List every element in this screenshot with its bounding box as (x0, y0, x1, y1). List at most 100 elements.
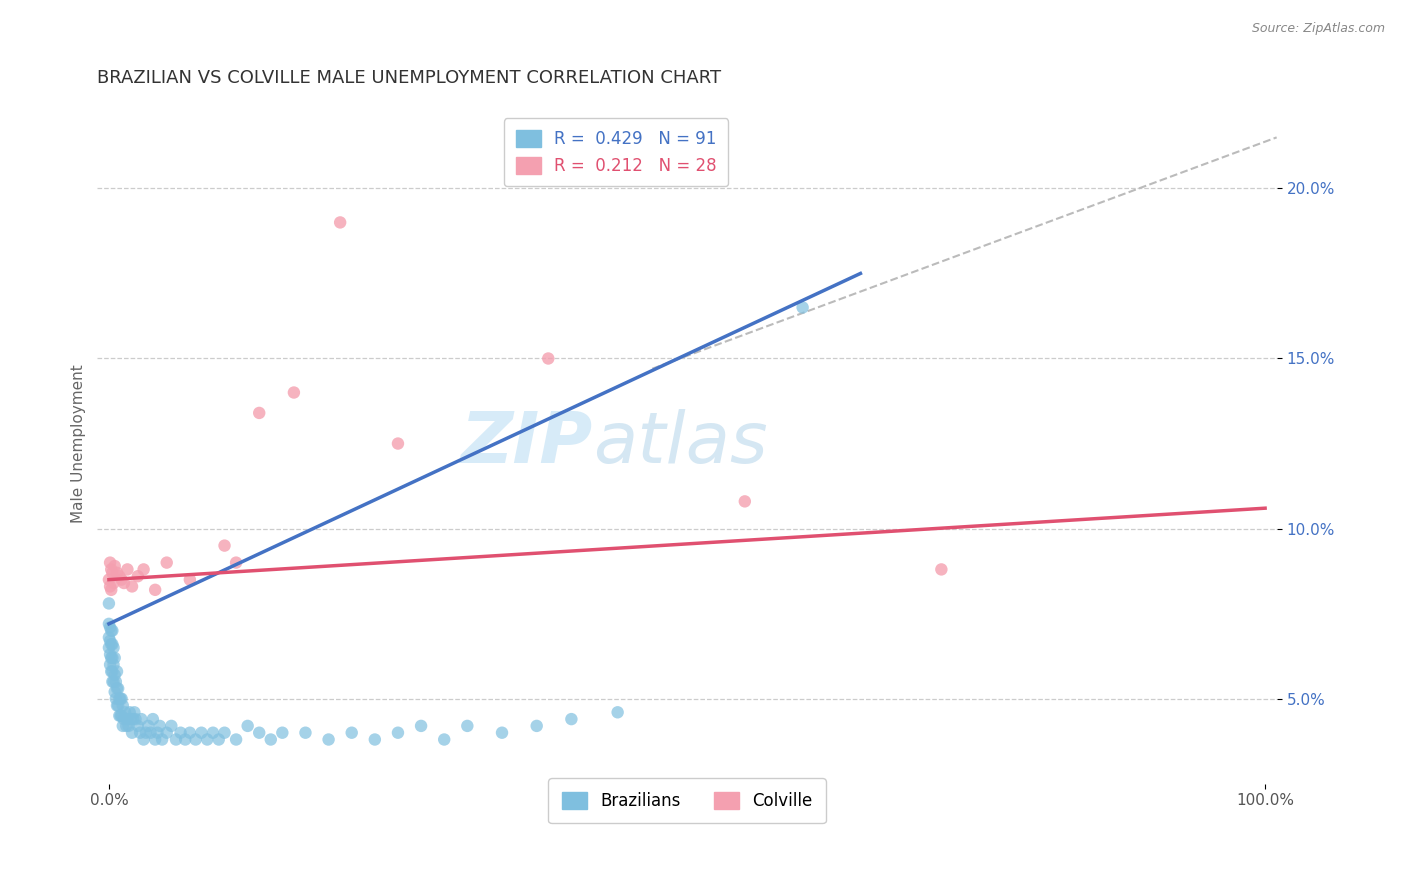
Point (225, 556, 247, 570)
Point (129, 712, 152, 726)
Point (117, 719, 139, 733)
Point (537, 351, 560, 366)
Point (107, 681, 129, 696)
Point (142, 712, 165, 726)
Point (149, 719, 172, 733)
Point (98, 556, 121, 570)
Point (105, 698, 128, 713)
Point (100, 637, 122, 651)
Point (105, 665, 128, 679)
Point (103, 657, 125, 672)
Point (101, 566, 124, 580)
Point (108, 569, 131, 583)
Point (100, 582, 122, 597)
Point (340, 725, 363, 739)
Point (101, 637, 124, 651)
Point (214, 725, 236, 739)
Point (100, 651, 122, 665)
Point (165, 732, 187, 747)
Point (97, 640, 120, 655)
Point (121, 579, 143, 593)
Point (135, 725, 157, 739)
Point (127, 719, 149, 733)
Point (160, 719, 183, 733)
Point (110, 691, 132, 706)
Point (115, 719, 138, 733)
Point (104, 685, 127, 699)
Point (124, 712, 146, 726)
Point (117, 712, 139, 726)
Point (97, 573, 120, 587)
Point (97, 616, 120, 631)
Point (100, 624, 122, 638)
Point (247, 406, 270, 420)
Point (150, 732, 173, 747)
Point (129, 725, 152, 739)
Point (329, 215, 352, 229)
Y-axis label: Male Unemployment: Male Unemployment (72, 364, 86, 523)
Point (195, 732, 218, 747)
Point (111, 719, 134, 733)
Point (387, 725, 409, 739)
Point (792, 301, 814, 315)
Point (136, 719, 159, 733)
Point (201, 725, 224, 739)
Point (139, 725, 162, 739)
Point (606, 706, 628, 720)
Point (283, 385, 305, 400)
Point (101, 665, 124, 679)
Point (112, 576, 135, 591)
Point (110, 708, 132, 723)
Point (931, 562, 953, 576)
Point (174, 732, 197, 747)
Point (120, 712, 142, 726)
Point (236, 719, 259, 733)
Point (98, 633, 121, 648)
Point (111, 573, 134, 587)
Text: ZIP: ZIP (460, 409, 593, 478)
Point (111, 698, 134, 713)
Point (105, 566, 128, 580)
Legend: Brazilians, Colville: Brazilians, Colville (548, 778, 825, 823)
Point (111, 708, 134, 723)
Point (98, 648, 121, 662)
Point (156, 725, 179, 739)
Point (409, 719, 432, 733)
Point (122, 712, 145, 726)
Point (100, 665, 122, 679)
Point (132, 562, 155, 576)
Point (104, 691, 127, 706)
Point (156, 556, 179, 570)
Point (456, 719, 478, 733)
Point (208, 732, 231, 747)
Point (107, 698, 129, 713)
Point (260, 732, 283, 747)
Point (169, 725, 191, 739)
Point (127, 569, 149, 583)
Point (318, 732, 340, 747)
Point (103, 640, 125, 655)
Point (98, 657, 121, 672)
Point (294, 725, 316, 739)
Text: Source: ZipAtlas.com: Source: ZipAtlas.com (1251, 22, 1385, 36)
Point (101, 674, 124, 689)
Point (143, 732, 166, 747)
Point (100, 562, 122, 576)
Point (104, 559, 127, 574)
Point (225, 732, 247, 747)
Point (179, 573, 201, 587)
Point (97, 631, 120, 645)
Point (132, 732, 155, 747)
Point (734, 494, 756, 508)
Point (97, 596, 120, 610)
Point (114, 706, 136, 720)
Point (560, 712, 582, 726)
Point (146, 725, 169, 739)
Point (387, 436, 409, 450)
Point (190, 725, 212, 739)
Point (104, 668, 127, 682)
Point (118, 706, 141, 720)
Point (117, 562, 139, 576)
Point (112, 712, 135, 726)
Point (104, 651, 127, 665)
